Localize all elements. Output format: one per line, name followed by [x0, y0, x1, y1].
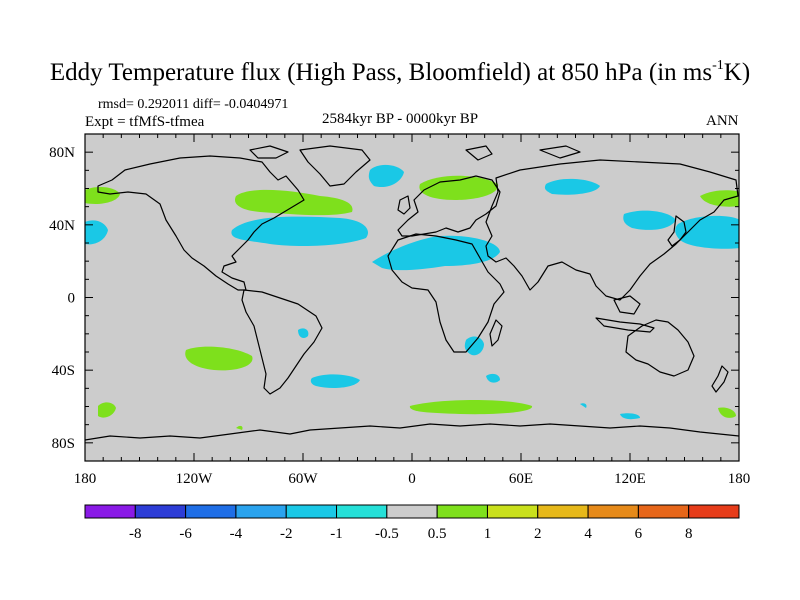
experiment-label: Expt = tfMfS-tfmea [85, 114, 205, 130]
colorbar-box [84, 504, 136, 519]
coastline-africa [387, 233, 505, 353]
coastline-antarctica [85, 423, 739, 441]
colorbar-box [134, 504, 187, 519]
colorbar-label: -4 [230, 526, 243, 542]
map-background [85, 134, 739, 461]
patch-negative [620, 413, 640, 420]
colorbar-box [235, 504, 287, 519]
patch-positive [700, 190, 739, 207]
colorbar-labels: -8 -6 -4 -2 -1 -0.5 0.5 1 2 4 6 8 [129, 526, 692, 542]
y-tick-label: 80S [52, 436, 75, 452]
colorbar-box [185, 504, 237, 519]
coastlines [85, 145, 739, 441]
patch-negative [675, 215, 739, 249]
x-tick-label: 120E [614, 471, 646, 487]
colorbar-label: -1 [330, 526, 343, 542]
colorbar-label: 6 [635, 526, 643, 542]
x-tick-label: 60E [509, 471, 533, 487]
colorbar-box [688, 504, 740, 519]
colorbar-box [537, 504, 589, 519]
stats-label: rmsd= 0.292011 diff= -0.0404971 [98, 97, 289, 112]
patch-negative [310, 374, 360, 388]
x-tick-label: 60W [288, 471, 318, 487]
colorbar-box [386, 504, 438, 519]
patch-negative [464, 336, 484, 356]
axis-ticks [84, 134, 740, 461]
season-label: ANN [706, 113, 739, 129]
x-axis-labels: 180 120W 60W 0 60E 120E 180 [74, 471, 751, 487]
colorbar-label: 4 [584, 526, 592, 542]
colorbar-label: 1 [484, 526, 492, 542]
colorbar-label: -0.5 [375, 526, 399, 542]
coastline-britain [397, 195, 411, 215]
coastline-greenland [299, 145, 371, 187]
patch-negative [486, 373, 500, 383]
colorbar-box [285, 504, 338, 519]
coastline-australia [625, 319, 695, 377]
patch-negative [372, 235, 500, 271]
coastline-north-america [97, 155, 305, 291]
patch-negative [544, 178, 600, 195]
colorbar-box [587, 504, 639, 519]
colorbar-label: -6 [179, 526, 192, 542]
colorbar-label: 2 [534, 526, 542, 542]
y-tick-label: 40N [49, 218, 75, 234]
y-tick-label: 0 [68, 291, 76, 307]
patch-negative [231, 216, 369, 246]
colorbar-label: 8 [685, 526, 693, 542]
patch-positive [409, 400, 533, 415]
plot-title: Eddy Temperature flux (High Pass, Bloomf… [49, 58, 751, 86]
patch-negative [623, 210, 676, 230]
coastline-arctic-islands [249, 145, 581, 161]
period-label: 2584kyr BP - 0000kyr BP [322, 111, 479, 127]
patch-positive [718, 407, 736, 418]
y-tick-label: 80N [49, 145, 75, 161]
coastline-japan [667, 215, 687, 247]
colorbar-box [336, 504, 388, 519]
patch-positive [235, 189, 353, 216]
x-tick-label: 180 [74, 471, 97, 487]
patch-negative [298, 328, 309, 338]
coastline-asia [485, 159, 739, 301]
colorbar-label: -2 [280, 526, 293, 542]
x-tick-label: 120W [176, 471, 214, 487]
patch-positive [85, 186, 120, 204]
colorbar-label: 0.5 [428, 526, 447, 542]
y-tick-label: 40S [52, 363, 75, 379]
x-tick-label: 180 [728, 471, 751, 487]
patch-negative [580, 403, 587, 408]
patch-negative [85, 220, 108, 245]
coastline-europe [397, 175, 501, 237]
colorbar-box [436, 504, 488, 519]
patch-positive [98, 402, 116, 418]
patch-negative [468, 243, 476, 250]
coastline-south-america [241, 289, 323, 395]
y-axis-labels: 80N 40N 0 40S 80S [49, 145, 75, 452]
colorbar-label: -8 [129, 526, 142, 542]
colorbar-box [486, 504, 539, 519]
colorbar [84, 504, 740, 519]
coastline-madagascar [489, 319, 503, 347]
patch-positive [185, 346, 253, 371]
patch-positive [236, 425, 243, 430]
patch-negative [368, 164, 404, 188]
colorbar-box [637, 504, 690, 519]
coastline-maritime-asia [595, 295, 655, 333]
x-tick-label: 0 [408, 471, 416, 487]
coastline-new-zealand [711, 365, 729, 393]
